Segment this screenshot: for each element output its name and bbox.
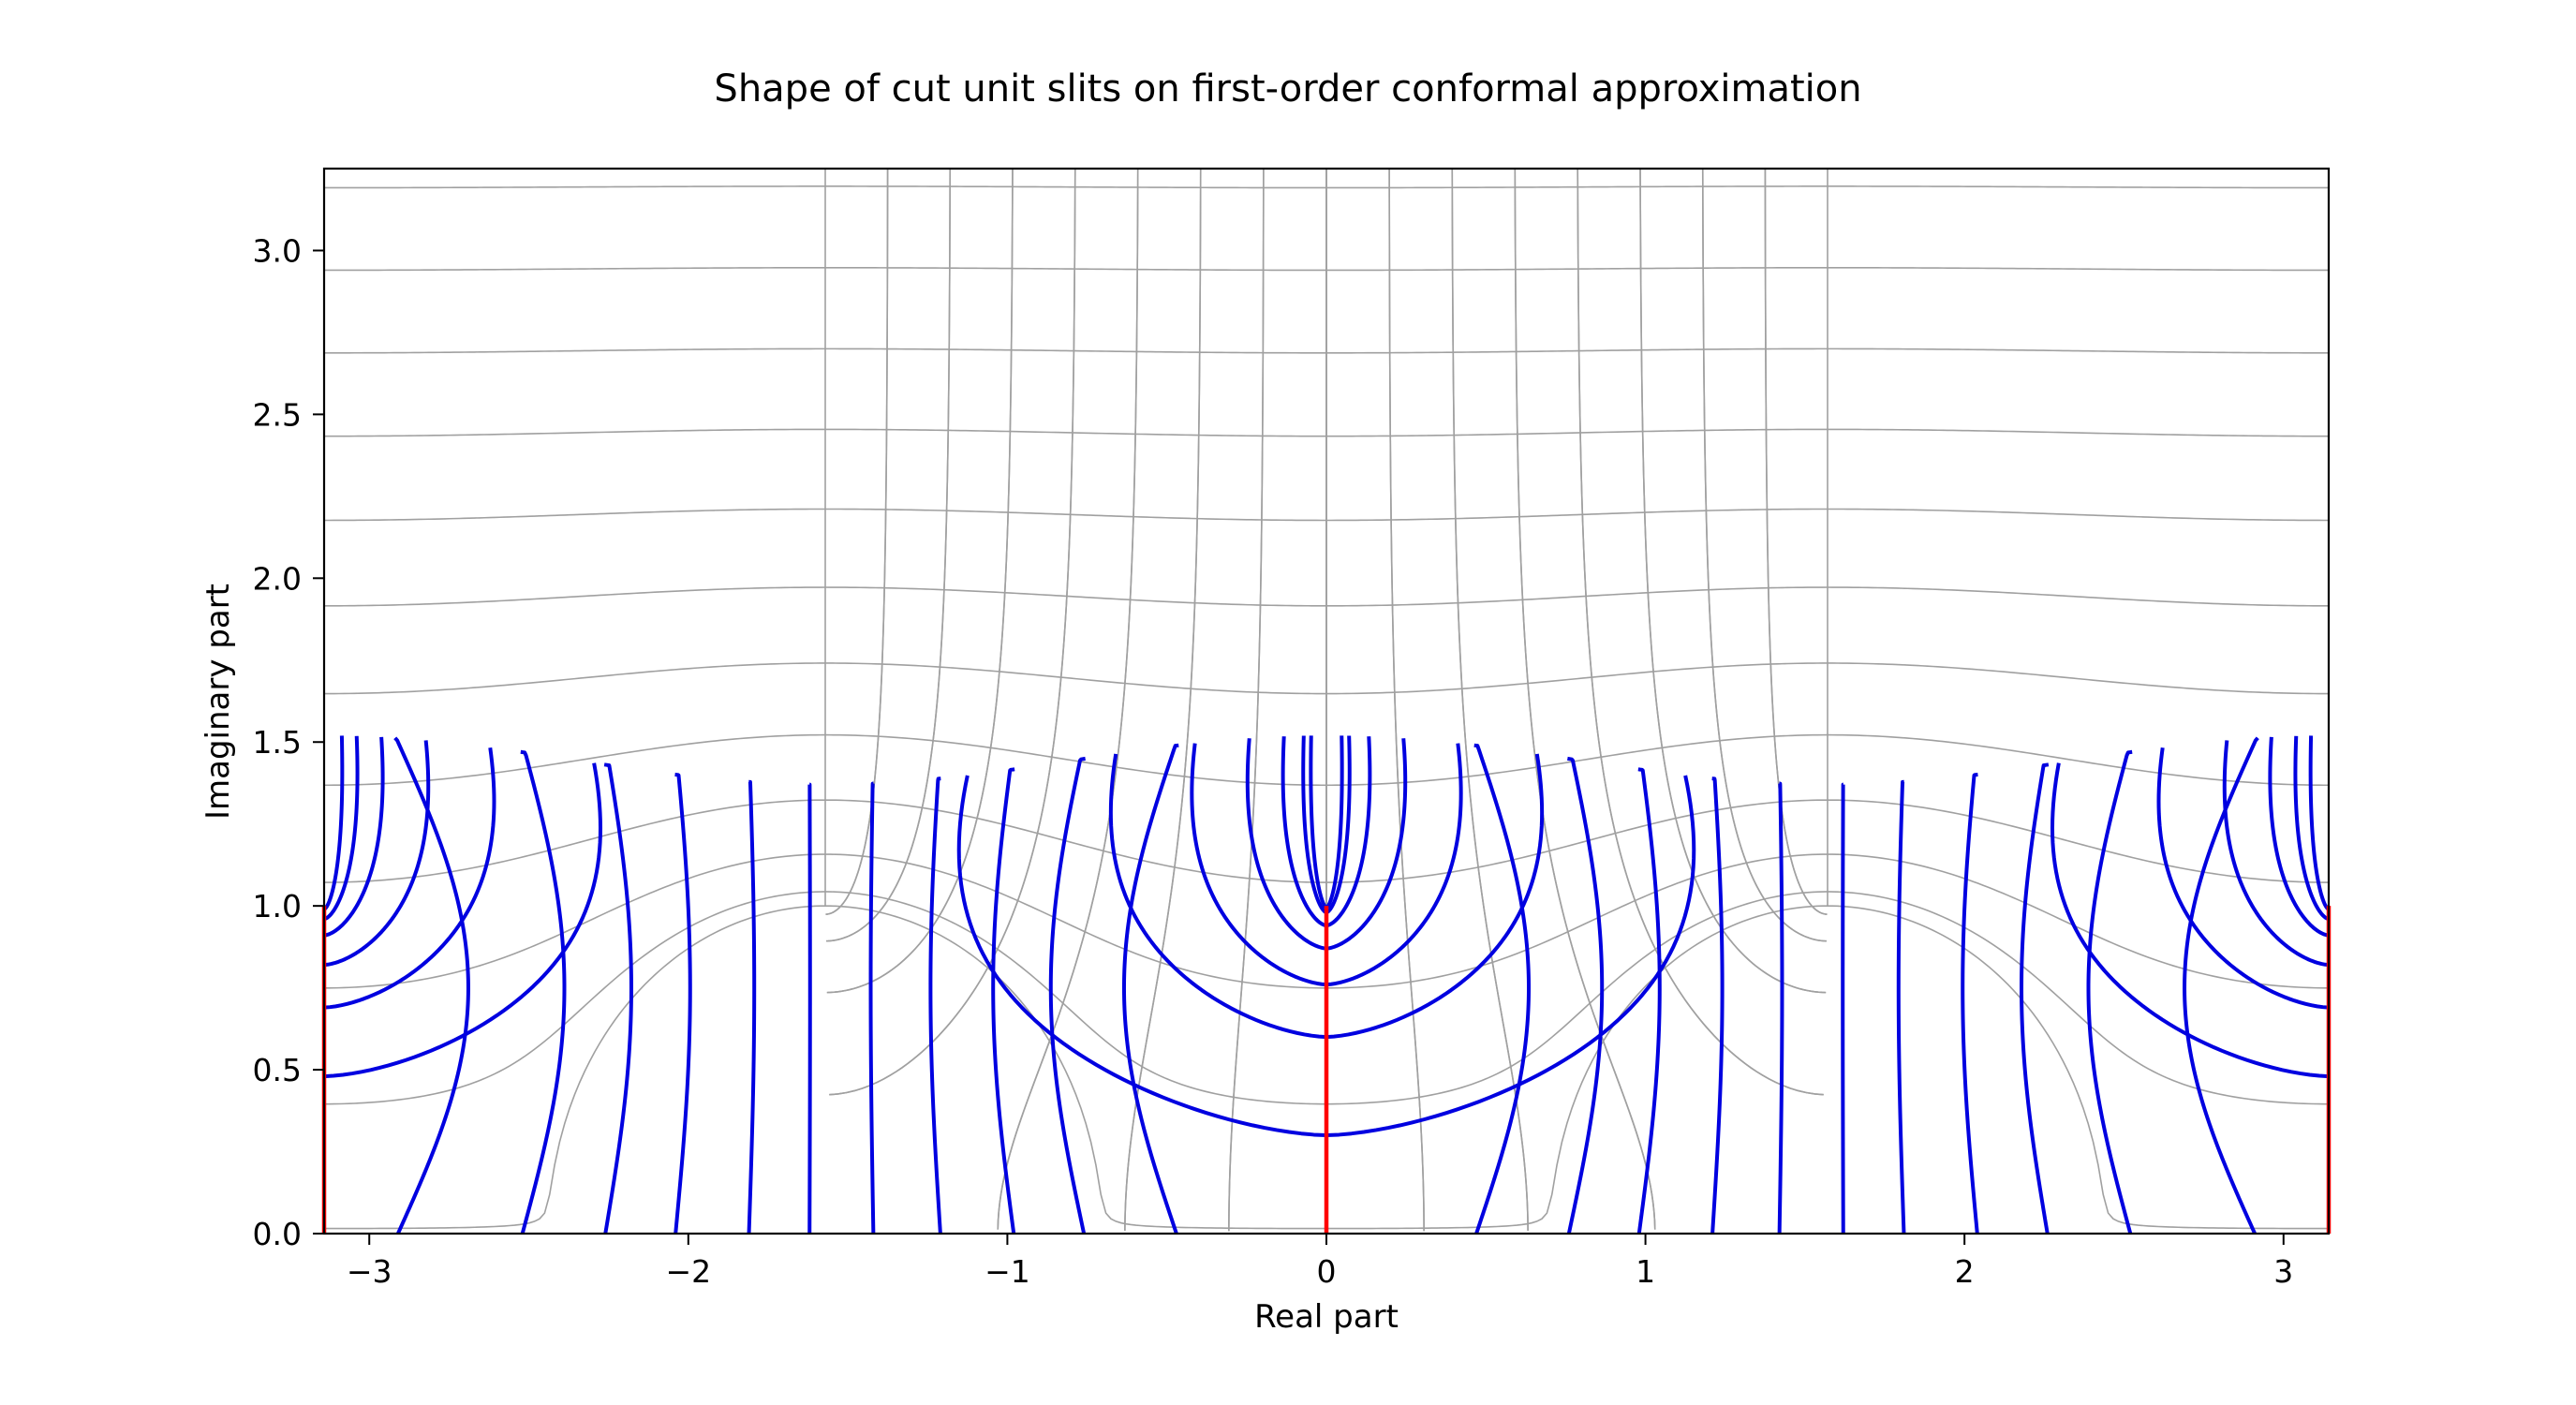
- field-line-vertical: [2086, 749, 2133, 1234]
- field-line-u: [324, 747, 496, 1010]
- field-line-vertical: [393, 736, 470, 1234]
- x-tick-label: 3: [2273, 1253, 2293, 1290]
- field-line-vertical: [1566, 756, 1605, 1234]
- plot-area: [321, 167, 2332, 1235]
- x-tick-label: −3: [347, 1253, 392, 1290]
- field-line-vertical: [1121, 743, 1179, 1234]
- field-line-vertical: [1961, 772, 1979, 1234]
- x-tick-label: 1: [1636, 1253, 1655, 1290]
- field-line-vertical: [2020, 762, 2050, 1234]
- field-line-u: [324, 735, 345, 911]
- field-line-vertical: [868, 781, 876, 1234]
- field-line-u: [2050, 762, 2329, 1079]
- field-line-u: [2222, 740, 2329, 968]
- y-tick-label: 1.0: [253, 888, 302, 924]
- field-line-vertical: [520, 749, 567, 1234]
- y-tick-label: 0.0: [253, 1216, 302, 1252]
- field-line-vertical: [1777, 781, 1784, 1234]
- x-tick-label: 2: [1955, 1253, 1975, 1290]
- y-tick-label: 0.5: [253, 1052, 302, 1088]
- x-axis-ticks: −3 −2 −1 0 1 2 3: [347, 1234, 2293, 1290]
- field-line-vertical: [602, 762, 633, 1234]
- field-line-vertical: [928, 776, 942, 1234]
- mesh-line-vertical: [1701, 169, 1828, 942]
- field-line-vertical: [807, 782, 812, 1234]
- mesh-line-vertical: [1388, 169, 1425, 1232]
- mesh-line-vertical: [1514, 169, 1656, 1230]
- field-line-u: [324, 736, 385, 938]
- field-line-u: [324, 762, 602, 1079]
- x-tick-label: 0: [1317, 1253, 1337, 1290]
- field-line-vertical: [1710, 776, 1725, 1234]
- field-line-u: [2308, 735, 2329, 911]
- field-line-u: [324, 735, 360, 922]
- field-line-vertical: [1473, 743, 1532, 1234]
- field-line-u: [324, 740, 431, 968]
- field-line-u: [2156, 747, 2329, 1010]
- field-line-vertical: [991, 767, 1016, 1234]
- chart-title: Shape of cut unit slits on first-order c…: [714, 67, 1861, 111]
- y-tick-label: 1.5: [253, 724, 302, 761]
- mesh-line-vertical: [1639, 169, 1827, 994]
- field-line-vertical: [747, 779, 757, 1234]
- y-axis-ticks: 0.0 0.5 1.0 1.5 2.0 2.5 3.0: [253, 232, 324, 1252]
- mesh-line-vertical: [825, 169, 889, 915]
- field-line-vertical: [2183, 736, 2259, 1234]
- field-line-vertical: [674, 772, 692, 1234]
- mesh-line-vertical: [826, 169, 1014, 994]
- x-tick-label: −1: [985, 1253, 1030, 1290]
- y-tick-label: 3.0: [253, 232, 302, 269]
- mesh-line-vertical: [825, 169, 952, 942]
- mesh-line-vertical: [1577, 169, 1824, 1096]
- field-line-vertical: [1896, 779, 1906, 1234]
- coordinate-mesh: [324, 169, 2329, 1232]
- field-line-u: [2268, 736, 2329, 938]
- mesh-line-vertical: [1228, 169, 1265, 1232]
- field-line-vertical: [1048, 756, 1087, 1234]
- x-axis-label: Real part: [1254, 1298, 1399, 1336]
- y-tick-label: 2.0: [253, 560, 302, 597]
- y-tick-label: 2.5: [253, 396, 302, 433]
- y-axis-label: Imaginary part: [200, 584, 237, 820]
- x-tick-label: −2: [665, 1253, 711, 1290]
- mesh-line-vertical: [997, 169, 1139, 1230]
- field-line-vertical: [1636, 767, 1662, 1234]
- field-line-u: [2293, 735, 2329, 922]
- mesh-line-vertical: [1764, 169, 1828, 915]
- mesh-line-vertical: [829, 169, 1076, 1096]
